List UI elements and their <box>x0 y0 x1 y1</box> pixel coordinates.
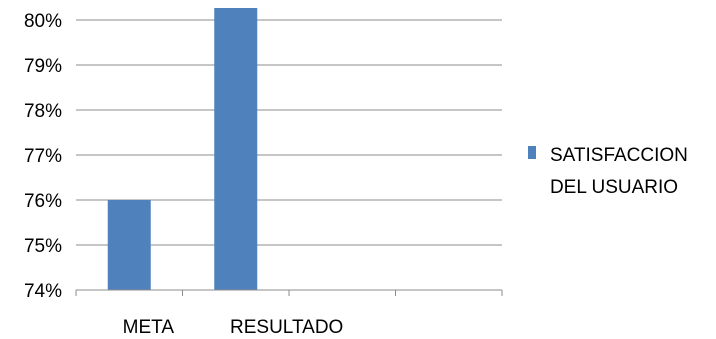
legend-label: SATISFACCION DEL USUARIO <box>549 145 688 198</box>
y-tick-label: 78% <box>24 101 62 122</box>
y-tick-label: 76% <box>24 191 62 212</box>
category-label: RESULTADO <box>230 317 343 338</box>
y-tick-label: 75% <box>24 236 62 257</box>
legend-swatch <box>528 146 536 159</box>
x-axis <box>75 289 503 296</box>
bar-meta <box>107 200 151 290</box>
x-axis-category-labels: META RESULTADO <box>123 317 344 338</box>
y-tick-label: 80% <box>24 11 62 32</box>
legend: SATISFACCION DEL USUARIO <box>528 140 716 204</box>
y-tick-label: 79% <box>24 56 62 77</box>
bar-resultado <box>214 8 258 290</box>
category-label: META <box>123 317 175 338</box>
y-tick-label: 74% <box>24 281 62 302</box>
y-axis-tick-labels: 74% 75% 76% 77% 78% 79% 80% <box>24 11 62 302</box>
y-tick-label: 77% <box>24 146 62 167</box>
bars <box>107 8 258 290</box>
